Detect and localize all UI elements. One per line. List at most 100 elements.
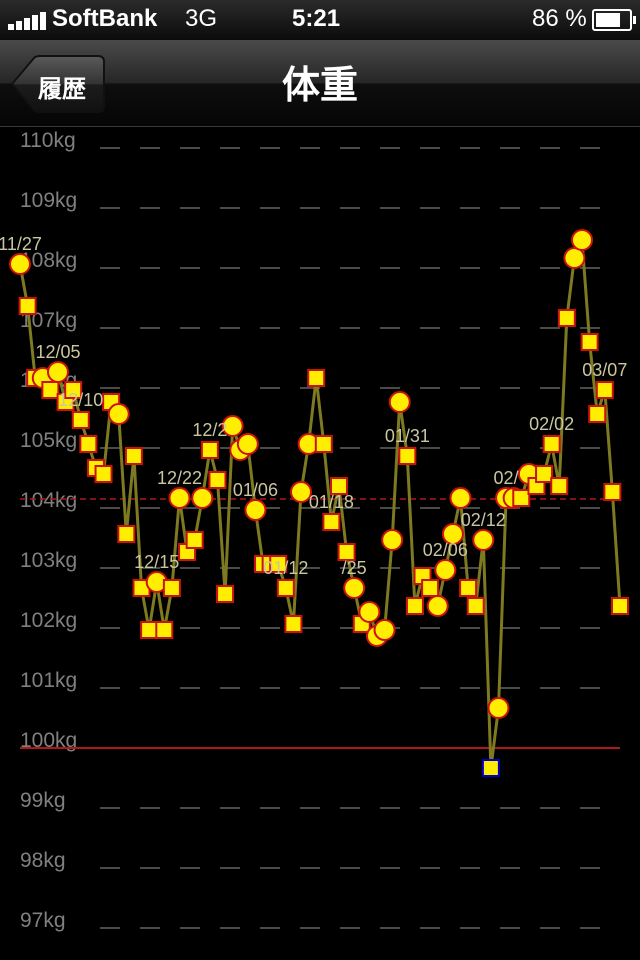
data-point xyxy=(322,513,341,531)
data-point xyxy=(459,579,478,597)
data-point xyxy=(472,529,495,551)
date-label: 12/2 xyxy=(192,420,227,440)
data-point xyxy=(487,697,510,719)
data-point xyxy=(535,465,554,483)
date-label: 02/12 xyxy=(461,510,506,530)
data-point xyxy=(107,403,130,425)
data-point xyxy=(398,447,417,465)
data-point xyxy=(64,381,83,399)
data-point xyxy=(557,309,576,327)
data-point xyxy=(588,405,607,423)
y-tick-label: 102kg xyxy=(20,609,77,632)
data-point xyxy=(46,361,69,383)
data-point xyxy=(162,579,181,597)
data-point xyxy=(563,247,586,269)
data-point xyxy=(216,585,235,603)
network-type: 3G xyxy=(185,5,218,32)
y-tick-label: 105kg xyxy=(20,429,77,452)
y-tick-label: 99kg xyxy=(20,789,66,812)
data-point xyxy=(236,433,259,455)
y-tick-label: 104kg xyxy=(20,489,77,512)
data-point xyxy=(603,483,622,501)
data-point xyxy=(512,489,531,507)
data-point xyxy=(571,229,594,251)
y-tick-label: 101kg xyxy=(20,669,77,692)
clock: 5:21 xyxy=(292,5,341,32)
page-title: 体重 xyxy=(281,65,358,107)
data-point xyxy=(41,381,60,399)
data-point xyxy=(595,381,614,399)
data-point xyxy=(405,597,424,615)
data-point xyxy=(290,481,313,503)
data-point xyxy=(94,465,113,483)
data-point xyxy=(358,601,381,623)
data-point xyxy=(550,477,569,495)
status-bar: SoftBank 3G 5:21 86 % xyxy=(0,0,640,40)
data-point xyxy=(421,579,440,597)
data-point xyxy=(155,621,174,639)
back-button-label: 履歴 xyxy=(38,76,86,103)
data-point xyxy=(611,597,629,615)
data-point xyxy=(314,435,333,453)
date-label: 11/27 xyxy=(0,234,42,254)
data-point xyxy=(185,531,204,549)
data-point xyxy=(276,579,295,597)
data-point xyxy=(79,435,98,453)
date-label: /25 xyxy=(342,558,367,578)
data-point xyxy=(208,471,227,489)
y-tick-label: 109kg xyxy=(20,189,77,212)
data-point xyxy=(434,559,457,581)
data-point xyxy=(449,487,472,509)
data-point xyxy=(9,253,31,275)
date-label: 03/07 xyxy=(582,360,627,380)
data-point xyxy=(329,477,348,495)
data-point xyxy=(18,297,37,315)
y-tick-label: 110kg xyxy=(20,129,76,152)
data-point xyxy=(117,525,136,543)
data-point xyxy=(337,543,356,561)
data-point xyxy=(373,619,396,641)
data-point xyxy=(71,411,90,429)
data-point xyxy=(221,415,244,437)
data-point xyxy=(343,577,366,599)
back-button[interactable]: 履歴 xyxy=(10,55,105,113)
data-point xyxy=(124,447,143,465)
date-label: 02/02 xyxy=(529,414,574,434)
date-label: 02/06 xyxy=(423,540,468,560)
date-label: 01/31 xyxy=(385,426,430,446)
y-tick-label: 103kg xyxy=(20,549,77,572)
y-tick-label: 97kg xyxy=(20,909,66,932)
y-tick-label: 98kg xyxy=(20,849,66,872)
data-point xyxy=(244,499,267,521)
y-tick-label: 108kg xyxy=(20,249,77,272)
signal-strength-icon xyxy=(8,10,46,30)
weight-chart: 110kg109kg108kg107kg106kg105kg104kg103kg… xyxy=(0,129,629,932)
data-point xyxy=(307,369,326,387)
data-point xyxy=(441,523,464,545)
data-point xyxy=(191,487,214,509)
date-label: 12/22 xyxy=(157,468,202,488)
carrier-name: SoftBank xyxy=(52,5,158,32)
battery-percent: 86 % xyxy=(532,5,587,32)
date-label: 12/15 xyxy=(134,552,179,572)
data-point xyxy=(140,621,159,639)
date-label: 12/05 xyxy=(35,342,80,362)
date-label: 02/ xyxy=(494,468,519,488)
data-point xyxy=(381,529,404,551)
data-point xyxy=(426,595,449,617)
data-point xyxy=(284,615,303,633)
data-point xyxy=(168,487,191,509)
data-point xyxy=(481,759,500,777)
y-tick-label: 100kg xyxy=(20,729,77,752)
data-point xyxy=(388,391,411,413)
data-point xyxy=(466,597,485,615)
data-point xyxy=(580,333,599,351)
date-label: 12/10 xyxy=(58,390,103,410)
navigation-bar: 履歴 体重 xyxy=(0,40,640,127)
data-point xyxy=(200,441,219,459)
date-label: 01/18 xyxy=(309,492,354,512)
date-label: 01/06 xyxy=(233,480,278,500)
data-point xyxy=(542,435,561,453)
battery-icon xyxy=(592,9,636,31)
data-point xyxy=(269,555,288,573)
